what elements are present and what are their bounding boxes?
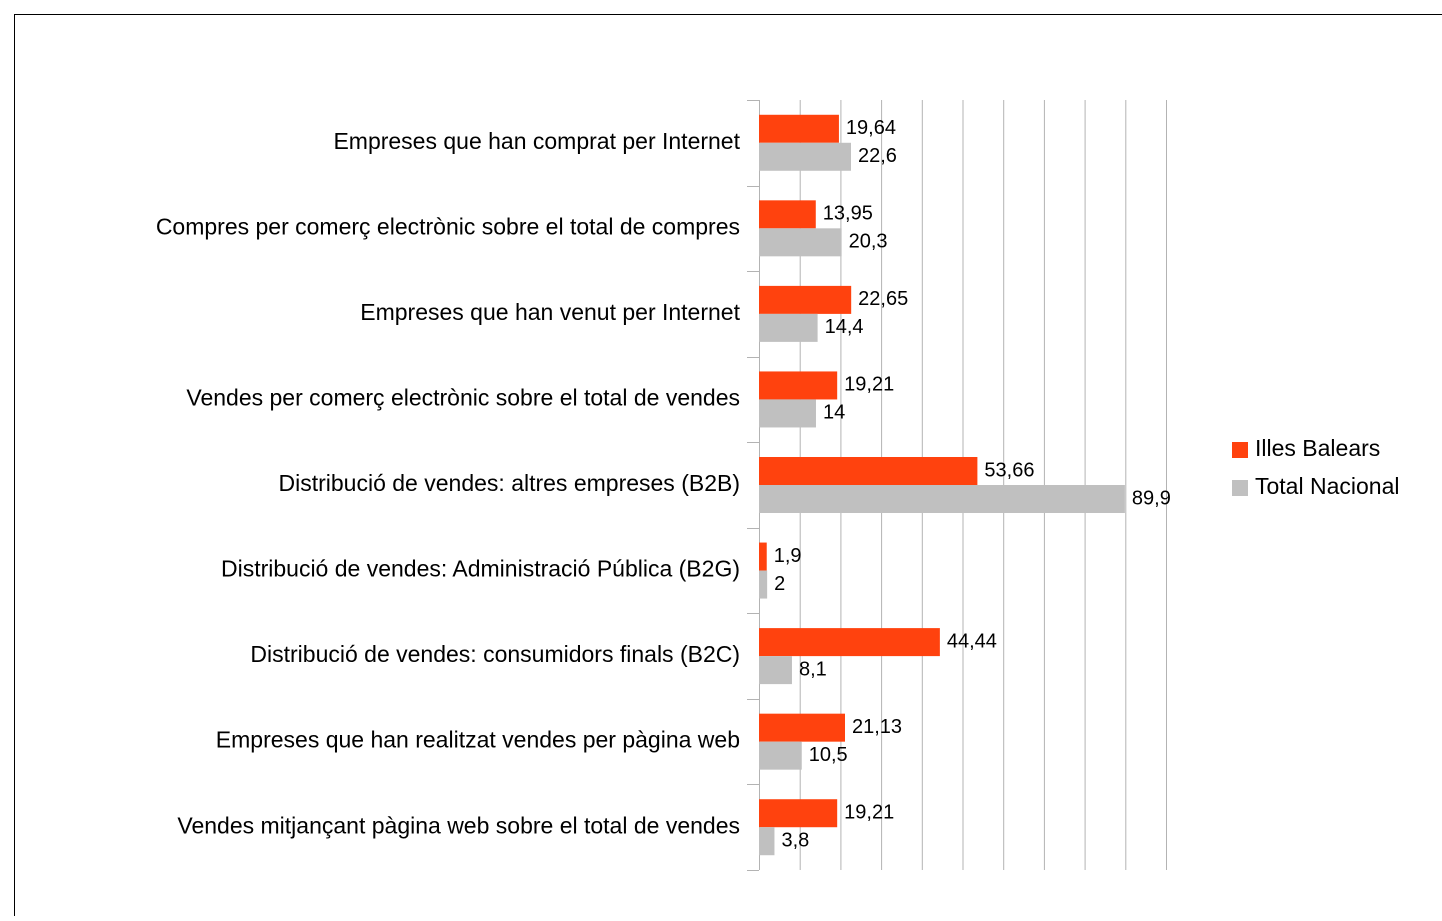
y-tick-label: Compres per comerç electrònic sobre el t… (156, 213, 740, 239)
legend-swatch (1232, 480, 1248, 496)
y-tick-label: Vendes per comerç electrònic sobre el to… (186, 385, 740, 411)
data-label: 22,65 (858, 288, 908, 310)
bar (759, 200, 816, 228)
y-tick-label: Distribució de vendes: consumidors final… (250, 641, 740, 667)
y-tick-label: Vendes mitjançant pàgina web sobre el to… (177, 812, 740, 838)
bar (759, 628, 940, 656)
bar (759, 143, 851, 171)
bar (759, 286, 851, 314)
bar (759, 714, 845, 742)
data-label: 19,64 (846, 117, 896, 139)
data-label: 19,21 (844, 374, 894, 396)
data-label: 2 (774, 573, 785, 595)
bar (759, 399, 816, 427)
bar (759, 799, 837, 827)
data-label: 10,5 (809, 744, 848, 766)
data-label: 53,66 (984, 459, 1034, 481)
data-label: 3,8 (781, 830, 809, 852)
bar (759, 115, 839, 143)
data-label: 21,13 (852, 716, 902, 738)
y-tick-label: Empreses que han realitzat vendes per pà… (216, 727, 740, 753)
data-label: 13,95 (823, 203, 873, 225)
data-label: 14,4 (825, 316, 864, 338)
y-tick-label: Empreses que han comprat per Internet (333, 128, 740, 154)
legend-label: Total Nacional (1255, 473, 1399, 499)
data-label: 19,21 (844, 802, 894, 824)
y-tick-label: Distribució de vendes: altres empreses (… (279, 470, 740, 496)
legend-swatch (1232, 442, 1248, 458)
bar (759, 827, 774, 855)
bar (759, 314, 818, 342)
bar (759, 742, 802, 770)
data-label: 89,9 (1132, 487, 1171, 509)
bar (759, 656, 792, 684)
data-label: 8,1 (799, 658, 827, 680)
bar (759, 457, 977, 485)
data-label: 20,3 (849, 231, 888, 253)
bar (759, 371, 837, 399)
y-tick-label: Empreses que han venut per Internet (360, 299, 740, 325)
bar (759, 485, 1125, 513)
y-tick-label: Distribució de vendes: Administració Púb… (221, 556, 740, 582)
data-label: 22,6 (858, 145, 897, 167)
data-label: 1,9 (774, 545, 802, 567)
legend-label: Illes Balears (1255, 435, 1380, 461)
bar (759, 228, 842, 256)
bar (759, 543, 767, 571)
data-label: 44,44 (947, 630, 997, 652)
bar (759, 571, 767, 599)
data-label: 14 (823, 402, 845, 424)
